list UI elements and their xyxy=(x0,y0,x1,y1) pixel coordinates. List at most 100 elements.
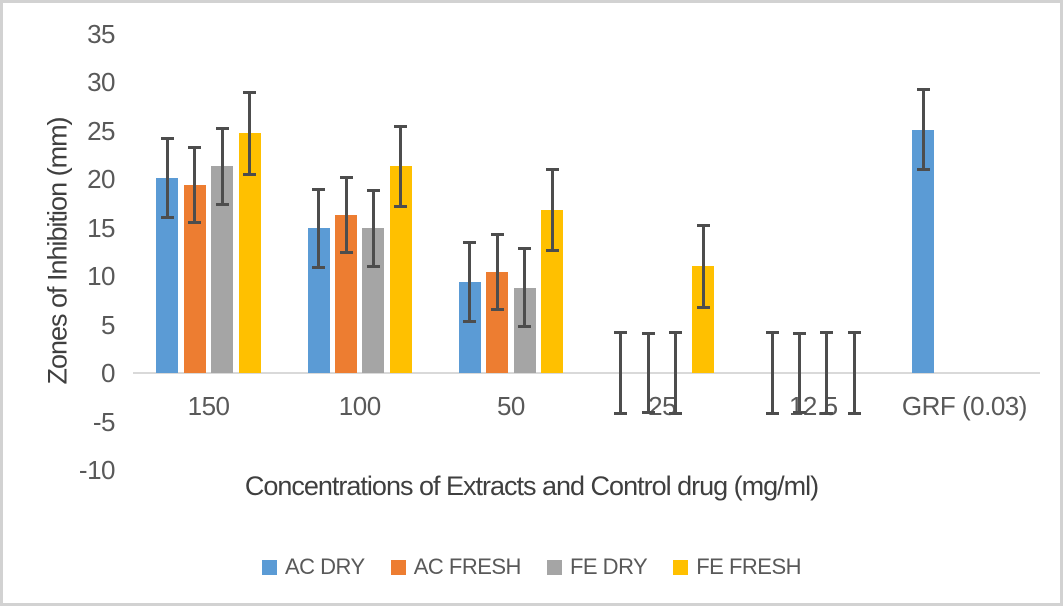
error-bar-cap-bottom xyxy=(916,168,930,172)
legend: AC DRY AC FRESH FE DRY FE FRESH xyxy=(3,554,1060,580)
plot-area: 35 30 25 20 15 10 5 0 -5 -10 150 100 50 25 12.5 GRF (0.… xyxy=(3,3,1060,603)
error-bar-line xyxy=(770,331,774,415)
error-bar-cap-bottom xyxy=(545,248,559,252)
error-bar-cap-top xyxy=(188,146,202,150)
error-bar-line xyxy=(495,233,499,311)
error-bar-line xyxy=(220,126,224,207)
legend-swatch-ac-fresh xyxy=(390,559,406,575)
legend-label: AC DRY xyxy=(284,554,365,579)
error-bar-line xyxy=(317,187,321,270)
bar-fe-fresh-25 xyxy=(692,266,715,373)
error-bar-cap-bottom xyxy=(394,205,408,209)
bar-fe-dry-150 xyxy=(211,166,234,373)
legend-item-ac-dry: AC DRY xyxy=(261,554,365,580)
x-category-label: 50 xyxy=(496,391,525,421)
error-bar-cap-bottom xyxy=(696,305,710,309)
error-bar-cap-bottom xyxy=(820,411,834,415)
error-bar-cap-bottom xyxy=(339,250,353,254)
error-bar-cap-bottom xyxy=(490,307,504,311)
error-bar-cap-top xyxy=(215,126,229,130)
error-bar-line xyxy=(798,332,802,414)
error-bar-cap-top xyxy=(765,331,779,335)
error-bar-cap-top xyxy=(916,87,930,91)
error-bar-line xyxy=(344,176,348,254)
legend-swatch-fe-fresh xyxy=(673,559,689,575)
bar-ac-dry-50 xyxy=(458,281,481,373)
error-bar-cap-bottom xyxy=(669,411,683,415)
bar-ac-fresh-50 xyxy=(486,272,509,373)
error-bar-cap-top xyxy=(847,331,861,335)
error-bar-line xyxy=(550,168,554,252)
legend-label: FE FRESH xyxy=(696,554,802,579)
error-bar-cap-bottom xyxy=(463,319,477,323)
bar-ac-dry-grf-0.03 xyxy=(912,129,935,373)
error-bar-line xyxy=(646,332,650,414)
y-tick-label: 0 xyxy=(101,358,115,388)
y-tick-label: -5 xyxy=(92,406,116,437)
legend-item-fe-fresh: FE FRESH xyxy=(673,554,802,580)
x-category-label: 25 xyxy=(648,391,677,421)
error-bar-cap-bottom xyxy=(312,266,326,270)
error-bar-cap-top xyxy=(243,90,257,94)
error-bar-cap-bottom xyxy=(793,410,807,414)
error-bar-cap-bottom xyxy=(765,411,779,415)
legend-swatch-fe-dry xyxy=(546,559,562,575)
error-bar-cap-top xyxy=(614,331,628,335)
error-bar-line xyxy=(825,331,829,415)
legend-item-ac-fresh: AC FRESH xyxy=(390,554,522,580)
error-bar-cap-top xyxy=(463,241,477,245)
legend-swatch-ac-dry xyxy=(261,559,277,575)
x-category-label: 100 xyxy=(338,391,381,421)
error-bar-cap-top xyxy=(518,246,532,250)
error-bar-cap-top xyxy=(641,332,655,336)
bar-ac-fresh-150 xyxy=(183,184,206,373)
error-bar-line xyxy=(674,331,678,415)
error-bar-line xyxy=(248,90,252,177)
error-bar-line xyxy=(619,331,623,415)
error-bar-cap-bottom xyxy=(188,220,202,224)
error-bar-line xyxy=(193,146,197,224)
y-tick-label: 30 xyxy=(87,67,115,97)
error-bar-line xyxy=(468,241,472,323)
error-bar-cap-bottom xyxy=(243,173,257,177)
y-tick-label: 10 xyxy=(87,261,115,291)
y-tick-label: 20 xyxy=(87,164,115,194)
bar-fe-fresh-150 xyxy=(238,133,261,373)
error-bar-cap-top xyxy=(394,124,408,128)
error-bar-cap-bottom xyxy=(366,265,380,269)
error-bar-cap-top xyxy=(366,188,380,192)
y-tick-label: 35 xyxy=(87,18,115,49)
x-category-label: GRF (0.03) xyxy=(901,391,1028,421)
error-bar-line xyxy=(399,124,403,209)
y-tick-label: 25 xyxy=(87,115,115,146)
error-bar-cap-bottom xyxy=(847,411,861,415)
error-bar-cap-top xyxy=(669,331,683,335)
bar-ac-fresh-100 xyxy=(335,214,358,373)
error-bar-cap-top xyxy=(696,223,710,227)
bar-ac-dry-150 xyxy=(156,178,179,373)
y-tick-label: 5 xyxy=(101,309,115,340)
bar-fe-dry-50 xyxy=(513,287,536,373)
x-category-label: 150 xyxy=(187,391,230,421)
error-bar-cap-top xyxy=(490,233,504,237)
legend-label: AC FRESH xyxy=(413,554,522,579)
error-bar-cap-top xyxy=(820,331,834,335)
error-bar-line xyxy=(523,246,527,329)
legend-label: FE DRY xyxy=(569,554,648,579)
legend-item-fe-dry: FE DRY xyxy=(546,554,648,580)
error-bar-line xyxy=(165,137,169,219)
error-bar-line xyxy=(852,331,856,415)
y-tick-label: -10 xyxy=(78,455,116,485)
y-tick-label: 15 xyxy=(87,212,115,243)
bar-fe-dry-100 xyxy=(362,228,385,373)
error-bar-line xyxy=(701,223,705,309)
bar-fe-fresh-100 xyxy=(389,166,412,373)
error-bar-line xyxy=(371,188,375,269)
error-bar-cap-bottom xyxy=(641,410,655,414)
error-bar-cap-bottom xyxy=(215,203,229,207)
error-bar-cap-bottom xyxy=(614,411,628,415)
error-bar-cap-bottom xyxy=(518,325,532,329)
error-bar-cap-bottom xyxy=(160,215,174,219)
error-bar-cap-top xyxy=(160,137,174,141)
